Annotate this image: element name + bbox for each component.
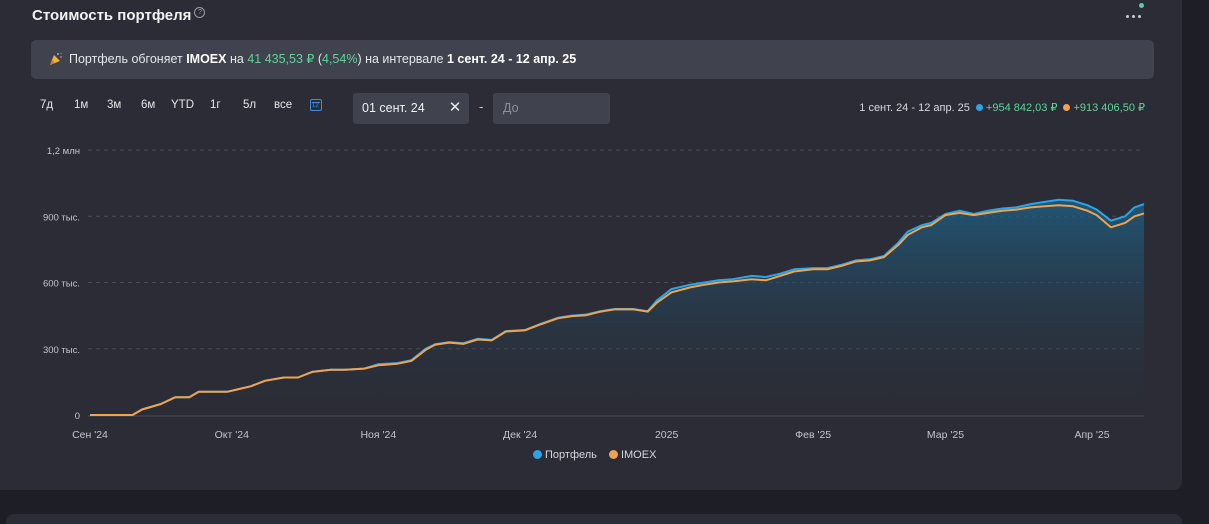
clear-date-icon[interactable]: ✕ <box>448 99 462 116</box>
next-card <box>6 514 1182 524</box>
question-circle-icon[interactable]: ? <box>194 7 206 18</box>
period-6m[interactable]: 6м <box>141 99 156 111</box>
y-tick-label: 1,2 млн <box>47 146 80 157</box>
y-tick-label: 300 тыс. <box>43 345 80 356</box>
party-popper-icon <box>50 52 62 65</box>
period-all[interactable]: все <box>274 99 293 111</box>
legend-item-benchmark[interactable]: IMOEX <box>608 449 656 461</box>
legend-item-portfolio[interactable]: Портфель <box>533 449 597 461</box>
page-title: Стоимость портфеля? <box>32 7 206 24</box>
date-separator: - <box>479 99 484 114</box>
portfolio-chart[interactable]: 0 300 тыс. 600 тыс. 900 тыс. 1,2 млн Сен '24 О… <box>0 0 1209 470</box>
y-tick-label: 900 тыс. <box>43 212 80 223</box>
portfolio-dot <box>975 104 983 111</box>
x-tick-label: Ноя '24 <box>360 429 396 441</box>
chart-legend: Портфель IMOEX <box>533 449 665 461</box>
outperformance-percent: 4,54% <box>322 52 358 66</box>
benchmark-name: IMOEX <box>186 52 227 66</box>
period-3m[interactable]: 3м <box>107 99 122 111</box>
comparison-banner: Портфель обгоняет IMOEX на 41 435,53 ₽ (… <box>31 40 1154 79</box>
calendar-icon[interactable]: 12 <box>310 99 322 111</box>
portfolio-area <box>90 199 1144 415</box>
x-tick-label: Фев '25 <box>795 429 831 441</box>
period-7d[interactable]: 7д <box>40 99 54 111</box>
y-tick-label: 600 тыс. <box>43 279 80 290</box>
date-to-input[interactable] <box>493 93 610 124</box>
portfolio-change: +954 842,03 ₽ <box>985 102 1058 114</box>
change-summary: 1 сент. 24 - 12 апр. 25 +954 842,03 ₽ +913… <box>859 101 1145 114</box>
period-1y[interactable]: 1г <box>210 99 221 111</box>
title-text: Стоимость портфеля <box>32 7 192 24</box>
notification-dot <box>1139 3 1144 8</box>
period-1m[interactable]: 1м <box>74 99 89 111</box>
outperformance-amount: 41 435,53 ₽ <box>247 52 315 66</box>
benchmark-dot <box>1063 104 1071 111</box>
x-tick-label: Сен '24 <box>72 429 108 441</box>
summary-interval: 1 сент. 24 - 12 апр. 25 <box>859 102 970 114</box>
period-ytd[interactable]: YTD <box>171 99 194 111</box>
benchmark-change: +913 406,50 ₽ <box>1073 102 1145 114</box>
x-tick-label: Апр '25 <box>1074 429 1109 441</box>
banner-interval: 1 сент. 24 - 12 апр. 25 <box>446 52 577 66</box>
y-tick-label: 0 <box>75 411 80 422</box>
x-tick-label: Окт '24 <box>215 429 249 441</box>
benchmark-line[interactable] <box>90 204 1145 416</box>
banner-text: Портфель обгоняет IMOEX на 41 435,53 ₽ (… <box>69 52 577 66</box>
x-tick-label: Мар '25 <box>927 429 964 441</box>
x-tick-label: 2025 <box>655 429 679 441</box>
date-from-input[interactable]: 01 сент. 24 <box>353 93 469 124</box>
x-tick-label: Дек '24 <box>503 429 537 441</box>
period-5y[interactable]: 5л <box>243 99 257 111</box>
more-dots-icon[interactable] <box>1124 8 1144 22</box>
